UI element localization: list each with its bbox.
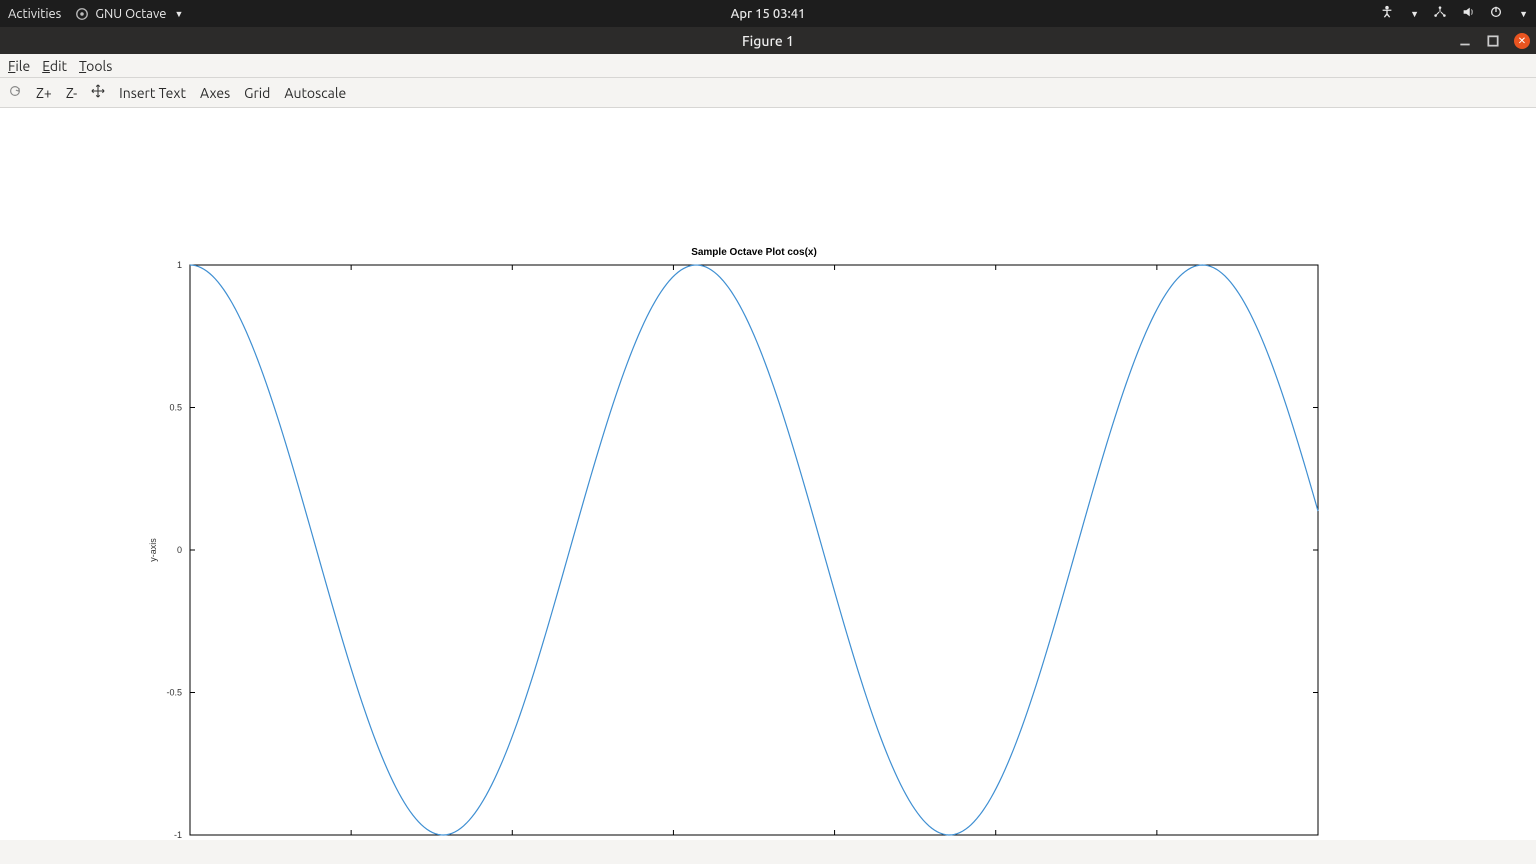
- menu-edit[interactable]: Edit: [42, 58, 67, 74]
- svg-text:14: 14: [1313, 839, 1323, 840]
- insert-text-button[interactable]: Insert Text: [119, 85, 186, 101]
- octave-icon: [75, 7, 89, 21]
- gnome-top-bar: Activities GNU Octave ▼ Apr 15 03:41 ▼ ▼: [0, 0, 1536, 27]
- svg-text:-0.5: -0.5: [166, 688, 182, 698]
- svg-text:2: 2: [349, 839, 354, 840]
- autoscale-button[interactable]: Autoscale: [284, 85, 346, 101]
- chevron-down-icon: ▼: [1410, 9, 1419, 19]
- svg-text:4: 4: [510, 839, 515, 840]
- close-button[interactable]: ✕: [1514, 33, 1530, 49]
- chevron-down-icon: ▼: [174, 9, 183, 19]
- window-titlebar: Figure 1 ✕: [0, 27, 1536, 54]
- window-title: Figure 1: [742, 33, 794, 49]
- volume-icon[interactable]: [1461, 5, 1475, 22]
- svg-text:0: 0: [187, 839, 192, 840]
- activities-button[interactable]: Activities: [8, 7, 61, 21]
- clock[interactable]: Apr 15 03:41: [731, 7, 806, 21]
- svg-text:-1: -1: [174, 830, 182, 840]
- menubar: File Edit Tools: [0, 54, 1536, 78]
- svg-text:6: 6: [671, 839, 676, 840]
- svg-text:Sample Octave Plot cos(x): Sample Octave Plot cos(x): [691, 247, 817, 258]
- zoom-in-button[interactable]: Z+: [36, 85, 52, 101]
- accessibility-icon[interactable]: [1380, 5, 1394, 22]
- zoom-out-button[interactable]: Z-: [66, 85, 77, 101]
- menu-file[interactable]: File: [8, 58, 30, 74]
- app-name: GNU Octave: [95, 7, 166, 21]
- app-menu[interactable]: GNU Octave ▼: [75, 7, 183, 21]
- svg-text:0.5: 0.5: [169, 403, 182, 413]
- minimize-button[interactable]: [1458, 34, 1472, 48]
- toolbar: Z+ Z- Insert Text Axes Grid Autoscale: [0, 78, 1536, 108]
- svg-text:0: 0: [177, 545, 182, 555]
- plot-svg: 0 2 4 6 8 10 12 14 -1 -0.5 0 0.5 1 Sample Octave Plot…: [0, 108, 1536, 840]
- svg-text:12: 12: [1152, 839, 1162, 840]
- grid-button[interactable]: Grid: [244, 85, 270, 101]
- chevron-down-icon: ▼: [1519, 9, 1528, 19]
- svg-text:1: 1: [177, 260, 182, 270]
- rotate-button[interactable]: [8, 84, 22, 101]
- maximize-button[interactable]: [1486, 34, 1500, 48]
- menu-tools[interactable]: Tools: [79, 58, 112, 74]
- figure-canvas[interactable]: 0 2 4 6 8 10 12 14 -1 -0.5 0 0.5 1 Sample Octave Plot…: [0, 108, 1536, 840]
- svg-text:8: 8: [832, 839, 837, 840]
- statusbar: [0, 840, 1536, 864]
- svg-text:y-axis: y-axis: [148, 538, 158, 562]
- power-icon[interactable]: [1489, 5, 1503, 22]
- svg-text:10: 10: [991, 839, 1001, 840]
- pan-button[interactable]: [91, 84, 105, 101]
- network-icon[interactable]: [1433, 5, 1447, 22]
- axes-button[interactable]: Axes: [200, 85, 230, 101]
